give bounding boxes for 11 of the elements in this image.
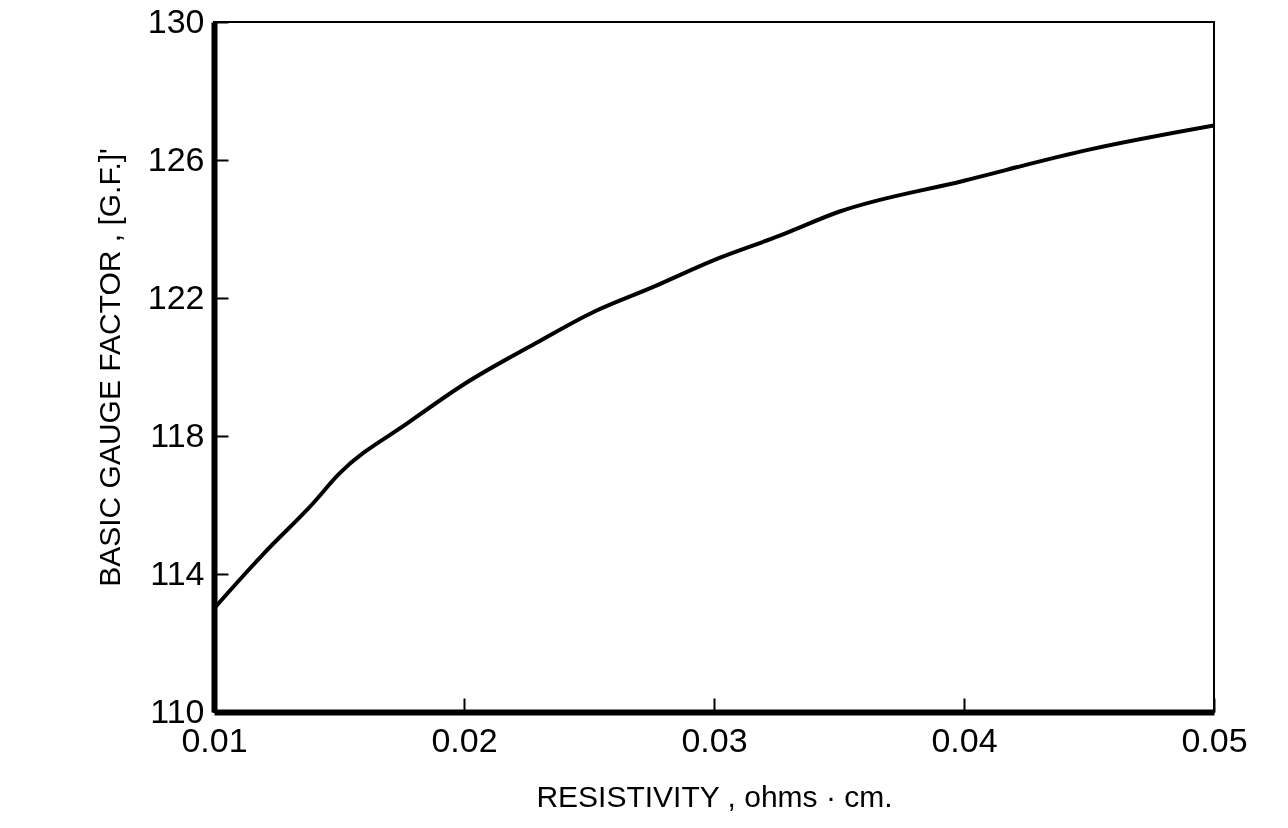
x-tick-label: 0.02: [431, 720, 498, 759]
x-tick-label: 0.05: [1181, 720, 1248, 759]
x-axis-title: RESISTIVITY , ohms · cm.: [536, 779, 893, 813]
x-tick-label: 0.04: [931, 720, 998, 759]
y-axis-title: BASIC GAUGE FACTOR , [G.F.]': [92, 148, 126, 587]
y-tick-label: 130: [147, 1, 205, 40]
y-tick-label: 114: [150, 553, 205, 592]
y-tick-label: 118: [150, 415, 205, 454]
y-tick-label: 122: [147, 277, 205, 316]
x-tick-label: 0.03: [681, 720, 748, 759]
y-tick-label: 126: [147, 139, 205, 178]
